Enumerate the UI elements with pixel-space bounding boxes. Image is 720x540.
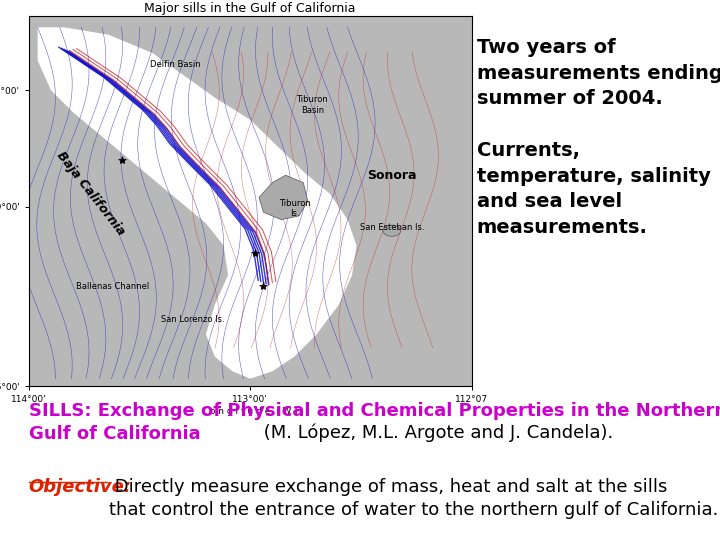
Polygon shape <box>37 28 356 379</box>
X-axis label: L o n g i t u d e  ( W ): L o n g i t u d e ( W ) <box>202 407 298 416</box>
Text: (M. López, M.L. Argote and J. Candela).: (M. López, M.L. Argote and J. Candela). <box>258 424 613 442</box>
Text: Sonora: Sonora <box>367 169 417 182</box>
Title: Major sills in the Gulf of California: Major sills in the Gulf of California <box>145 2 356 15</box>
Polygon shape <box>259 176 307 220</box>
Text: Two years of
measurements ending
summer of 2004.

Currents,
temperature, salinit: Two years of measurements ending summer … <box>477 38 720 237</box>
Text: SILLS: Exchange of Physical and Chemical Properties in the Northern
Gulf of Cali: SILLS: Exchange of Physical and Chemical… <box>29 402 720 443</box>
Text: San Lorenzo Is.: San Lorenzo Is. <box>161 315 225 324</box>
Text: Baja California: Baja California <box>54 150 127 238</box>
Text: Delfin Basin: Delfin Basin <box>150 60 200 69</box>
Text: San Esteban Is.: San Esteban Is. <box>360 222 424 232</box>
Ellipse shape <box>383 225 401 237</box>
Text: Ballenas Channel: Ballenas Channel <box>76 282 150 291</box>
Text: Tiburon
Basin: Tiburon Basin <box>297 95 328 114</box>
Text: Directly measure exchange of mass, heat and salt at the sills
that control the e: Directly measure exchange of mass, heat … <box>109 478 719 519</box>
Text: Objective:: Objective: <box>29 478 132 496</box>
Text: Tiburon
Is.: Tiburon Is. <box>279 199 310 218</box>
